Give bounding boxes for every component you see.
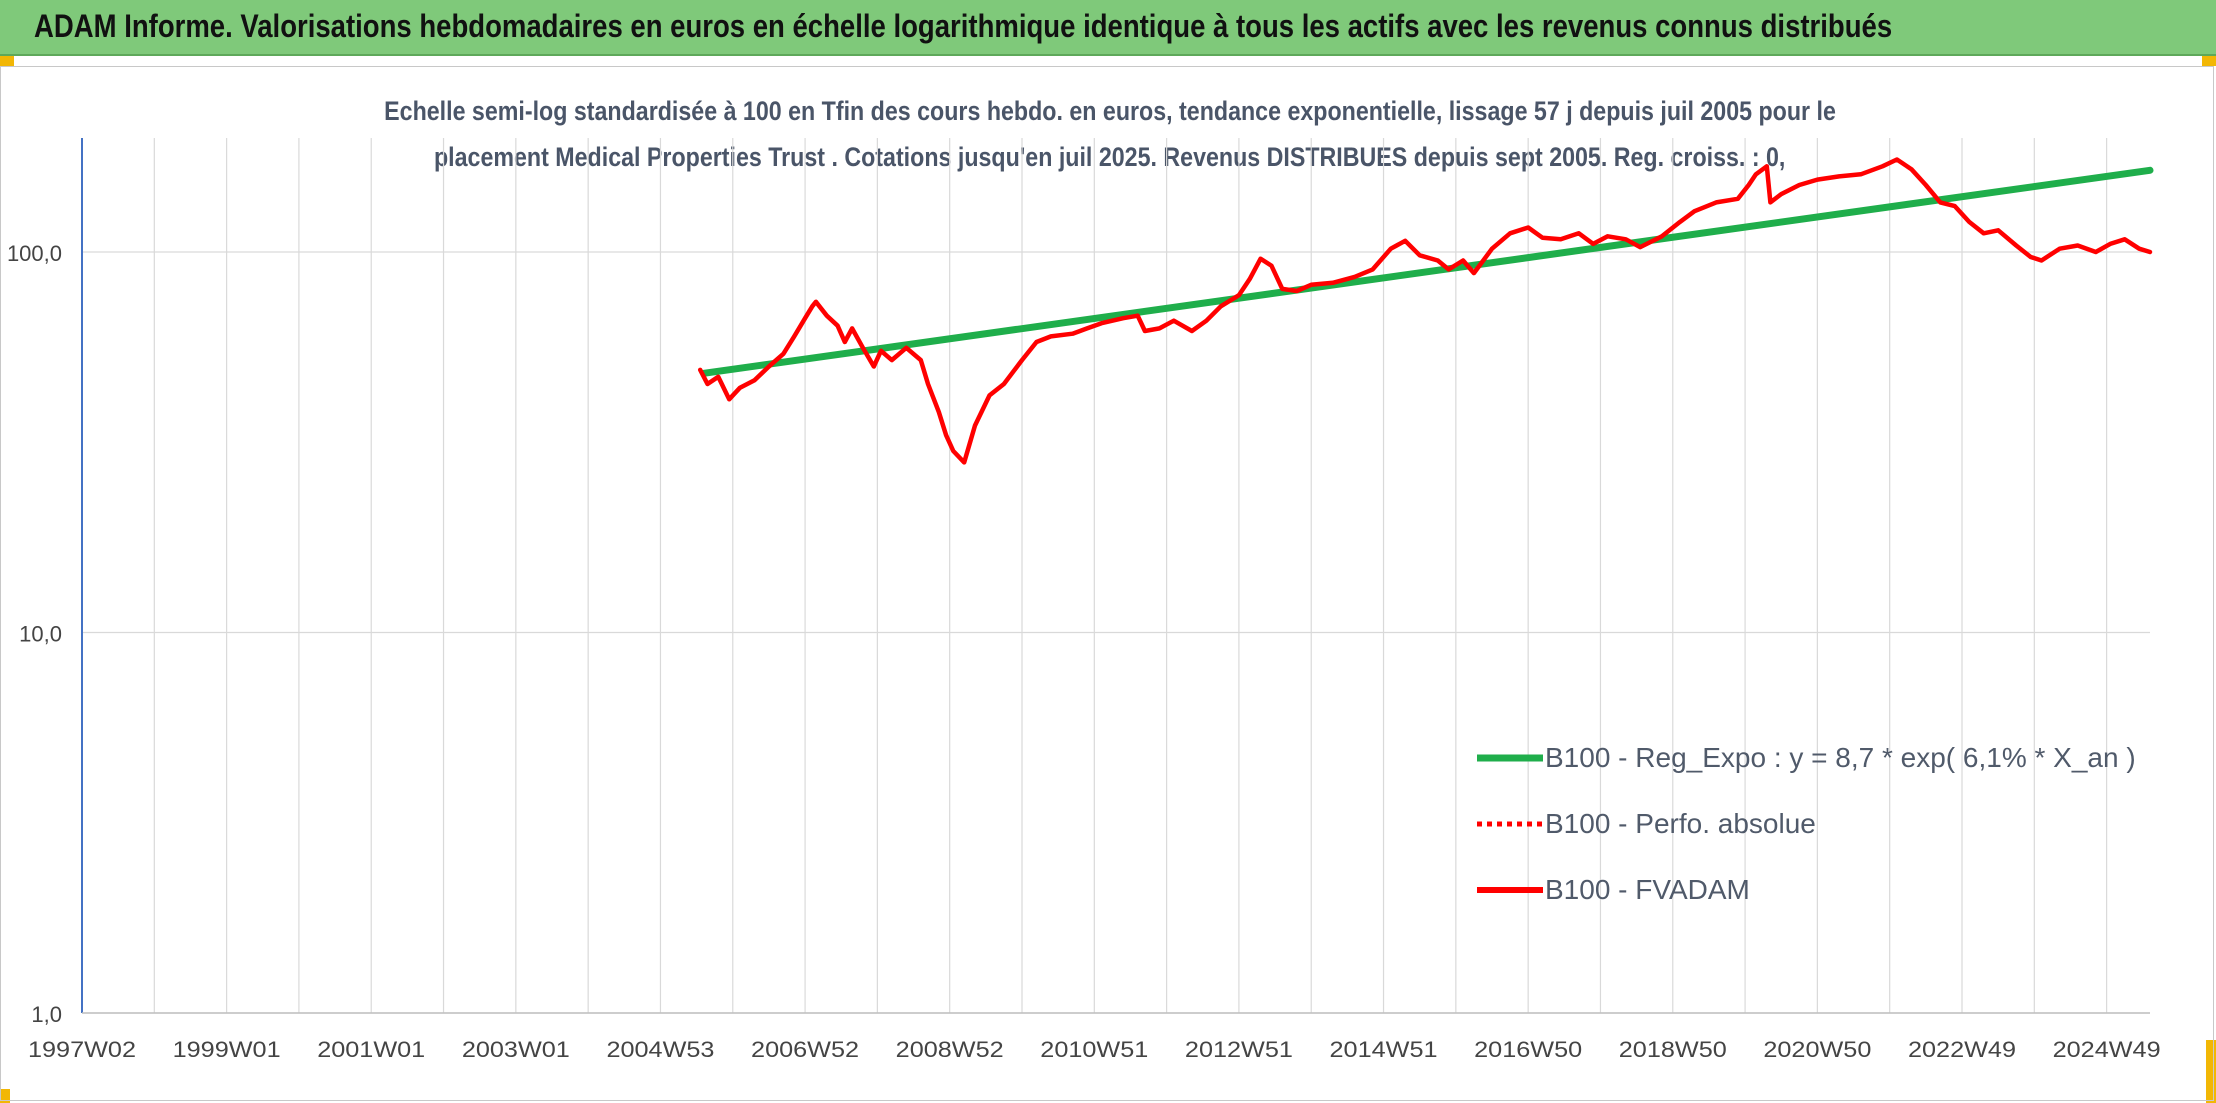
- x-tick-label: 2024W49: [2053, 1037, 2161, 1062]
- corner-marker-top-right: [2202, 56, 2216, 66]
- chart-frame: [0, 66, 2214, 1101]
- legend-label-1: B100 - Perfo. absolue: [1545, 808, 1816, 839]
- x-tick-label: 2006W52: [751, 1037, 859, 1062]
- report-title: ADAM Informe. Valorisations hebdomadaire…: [34, 8, 1893, 44]
- chart-subtitle-text-1: Echelle semi-log standardisée à 100 en T…: [384, 96, 1836, 126]
- x-tick-label: 2014W51: [1330, 1037, 1438, 1062]
- legend-label-0: B100 - Reg_Expo : y = 8,7 * exp( 6,1% * …: [1545, 742, 2136, 773]
- legend-label-2: B100 - FVADAM: [1545, 874, 1750, 905]
- x-tick-label: 2004W53: [606, 1037, 714, 1062]
- x-tick-label: 1999W01: [173, 1037, 281, 1062]
- chart-subtitle-text-2: placement Medical Properties Trust . Cot…: [434, 142, 1786, 172]
- y-tick-label: 10,0: [19, 622, 62, 647]
- chart-subtitle-line-1: Echelle semi-log standardisée à 100 en T…: [120, 96, 2100, 127]
- x-tick-label: 2008W52: [896, 1037, 1004, 1062]
- corner-marker-bottom-right: [2206, 1040, 2216, 1103]
- y-tick-label: 100,0: [7, 241, 62, 266]
- x-tick-label: 2018W50: [1619, 1037, 1727, 1062]
- x-tick-label: 2012W51: [1185, 1037, 1293, 1062]
- report-banner: ADAM Informe. Valorisations hebdomadaire…: [0, 0, 2216, 56]
- x-tick-label: 2001W01: [317, 1037, 425, 1062]
- x-tick-label: 2022W49: [1908, 1037, 2016, 1062]
- x-tick-label: 2016W50: [1474, 1037, 1582, 1062]
- y-tick-label: 1,0: [31, 1002, 62, 1027]
- x-tick-label: 1997W02: [28, 1037, 136, 1062]
- chart-subtitle-line-2: placement Medical Properties Trust . Cot…: [120, 142, 2100, 173]
- x-tick-label: 2003W01: [462, 1037, 570, 1062]
- corner-marker-bottom-left: [0, 1089, 10, 1103]
- trend-line: [700, 166, 2154, 377]
- corner-marker-top-left: [0, 56, 14, 66]
- x-tick-label: 2020W50: [1763, 1037, 1871, 1062]
- series-line-2: [697, 157, 2153, 465]
- x-tick-label: 2010W51: [1040, 1037, 1148, 1062]
